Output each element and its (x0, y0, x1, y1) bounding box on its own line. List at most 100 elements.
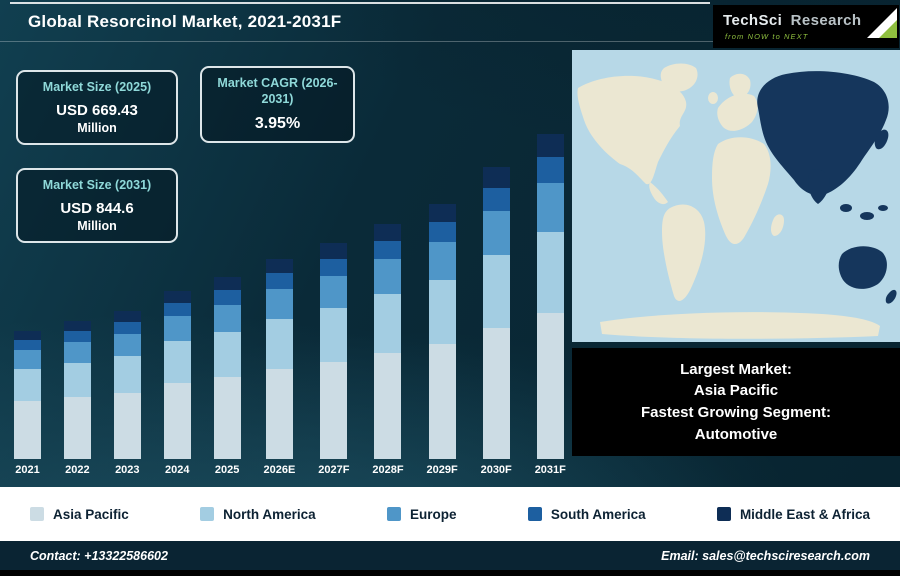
bar-stack (374, 224, 402, 459)
bar-year-label: 2023 (115, 464, 140, 476)
bar-segment-asia-pacific (213, 377, 241, 459)
bar-stack (113, 311, 141, 459)
bar-stack (265, 259, 293, 459)
bar-segment-south-america (428, 222, 456, 242)
stat-value: USD 669.43 (56, 101, 138, 119)
region-japan-highlighted (874, 129, 889, 150)
region-new-zealand-highlighted (885, 289, 897, 304)
bar-2028f: 2028F (372, 128, 404, 476)
info-line-largest-market-label: Largest Market: (680, 360, 792, 378)
stat-label: Market Size (2031) (42, 178, 152, 192)
bar-year-label: 2029F (426, 464, 458, 476)
bar-segment-europe (213, 305, 241, 332)
bar-segment-middle-east-africa (14, 331, 41, 340)
bar-segment-north-america (265, 319, 293, 369)
legend-item-europe: Europe (386, 507, 457, 522)
logo-brand-row: TechSci Research (723, 12, 861, 30)
stacked-bar-chart: 2021 2022 2023 2024 2025 2026E 2027F 2028F 2029F… (14, 128, 566, 476)
bar-stack (213, 277, 241, 459)
bar-segment-asia-pacific (163, 383, 191, 459)
bar-segment-middle-east-africa (536, 134, 564, 157)
bar-segment-middle-east-africa (163, 291, 191, 303)
info-line-fastest-segment-label: Fastest Growing Segment: (640, 404, 832, 421)
region-scandinavia (729, 73, 751, 98)
bar-year-label: 2027F (318, 464, 350, 476)
stat-label: Market Size (2025) (42, 80, 152, 94)
legend-swatch-icon (716, 507, 731, 521)
bar-2023: 2023 (113, 128, 141, 476)
world-map (572, 50, 900, 342)
legend-item-north-america: North America (200, 507, 316, 522)
bar-segment-middle-east-africa (374, 224, 402, 241)
continent-south-america (662, 204, 706, 301)
bar-segment-south-america (320, 259, 348, 276)
bar-segment-europe (374, 259, 402, 294)
bar-segment-south-america (113, 322, 141, 334)
bar-segment-north-america (63, 363, 91, 397)
bar-2031f: 2031F (535, 128, 566, 476)
bar-stack (536, 134, 564, 459)
stat-market-size-2031: Market Size (2031) USD 844.6 Million (16, 168, 178, 243)
continent-europe (717, 93, 758, 131)
bar-segment-north-america (14, 369, 41, 401)
bar-segment-south-america (265, 273, 293, 289)
bar-segment-middle-east-africa (482, 167, 510, 188)
region-asia-highlighted (757, 71, 889, 196)
bar-2026e: 2026E (264, 128, 295, 476)
bar-segment-south-america (63, 331, 91, 342)
footer-bar: Contact: +13322586602 Email: sales@techs… (0, 541, 900, 570)
contact-email: Email: sales@techsciresearch.com (661, 548, 870, 563)
bar-year-label: 2028F (372, 464, 404, 476)
continent-greenland (660, 63, 698, 92)
logo-brand-secondary: Research (790, 12, 862, 29)
bar-segment-europe (113, 334, 141, 356)
bar-segment-asia-pacific (265, 369, 293, 459)
bar-stack (14, 331, 41, 459)
chart-legend: Asia Pacific North America Europe South Ame… (0, 487, 900, 541)
legend-swatch-icon (527, 507, 542, 521)
legend-label: North America (223, 506, 316, 522)
legend-swatch-icon (386, 507, 401, 521)
bar-2021: 2021 (14, 128, 41, 476)
stat-unit: Million (77, 218, 117, 233)
legend-label: South America (550, 506, 646, 522)
stat-label: Market CAGR (2026-2031) (217, 76, 338, 106)
bar-segment-europe (265, 289, 293, 319)
logo-brand-primary: TechSci (723, 12, 783, 29)
continent-africa (712, 137, 771, 245)
bar-segment-middle-east-africa (63, 321, 91, 331)
bar-segment-north-america (482, 255, 510, 328)
bar-segment-north-america (213, 332, 241, 377)
bar-segment-middle-east-africa (320, 243, 348, 259)
bar-stack (428, 204, 456, 459)
bar-stack (482, 167, 510, 459)
stat-market-size-2025: Market Size (2025) USD 669.43 Million (16, 70, 178, 145)
page-title: Global Resorcinol Market, 2021-2031F (28, 12, 342, 31)
legend-item-asia-pacific: Asia Pacific (30, 507, 129, 522)
bar-segment-south-america (213, 290, 241, 305)
bar-segment-europe (163, 316, 191, 341)
bar-segment-south-america (536, 157, 564, 183)
legend-item-south-america: South America (527, 506, 646, 522)
largest-market-info-box: Largest Market: Asia Pacific Fastest Gro… (572, 348, 900, 456)
bar-segment-asia-pacific (14, 401, 41, 459)
bar-year-label: 2030F (480, 464, 512, 476)
legend-label: Middle East & Africa (739, 506, 870, 522)
bar-segment-middle-east-africa (428, 204, 456, 222)
bar-year-label: 2024 (164, 464, 190, 476)
bar-segment-europe (320, 276, 348, 308)
bar-segment-europe (63, 342, 91, 363)
bar-segment-asia-pacific (428, 344, 456, 459)
chart-background: Global Resorcinol Market, 2021-2031F Tec… (0, 0, 900, 487)
bar-2022: 2022 (63, 128, 91, 476)
bar-year-label: 2025 (214, 464, 240, 476)
continent-antarctica (600, 312, 880, 339)
bar-segment-asia-pacific (113, 393, 141, 459)
bar-stack (163, 291, 191, 459)
bar-2024: 2024 (163, 128, 191, 476)
region-australia-highlighted (838, 246, 887, 289)
legend-swatch-icon (200, 507, 215, 521)
bar-segment-north-america (536, 232, 564, 313)
bar-segment-asia-pacific (63, 397, 91, 459)
